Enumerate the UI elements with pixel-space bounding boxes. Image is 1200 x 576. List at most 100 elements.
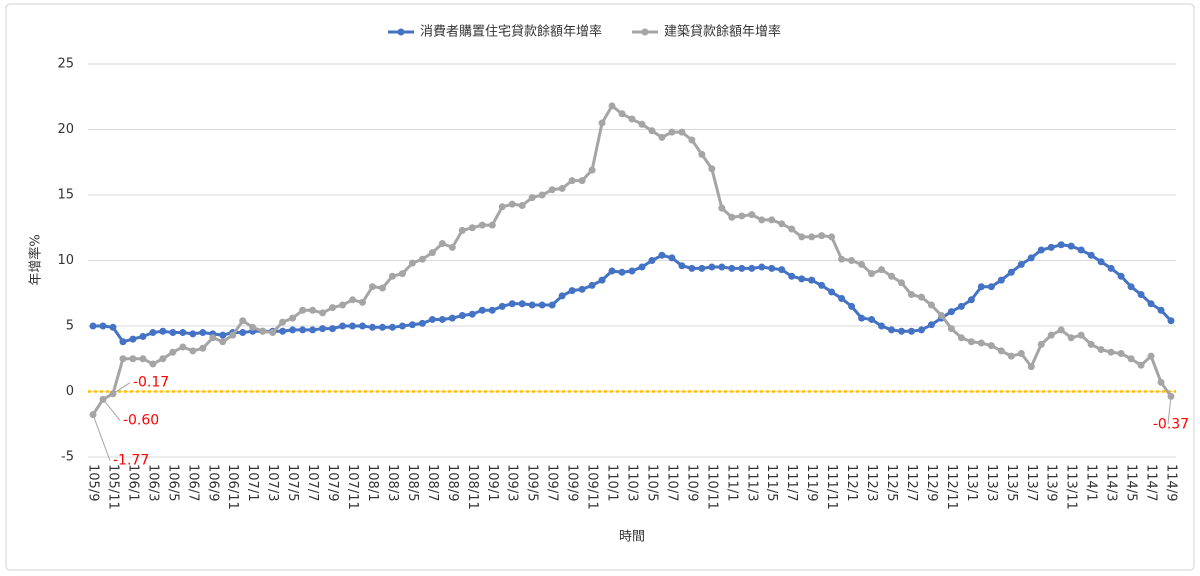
x-tick-label: 109/11 bbox=[585, 464, 600, 510]
data-point bbox=[378, 284, 386, 292]
data-point bbox=[688, 264, 696, 272]
x-tick-label: 108/9 bbox=[445, 464, 460, 501]
data-point bbox=[398, 270, 406, 278]
x-tick-label: 114/1 bbox=[1084, 464, 1099, 501]
x-tick-label: 109/9 bbox=[565, 464, 580, 501]
data-point bbox=[598, 276, 606, 284]
data-point bbox=[618, 110, 626, 118]
data-point bbox=[838, 255, 846, 263]
x-tick-label: 111/3 bbox=[744, 464, 759, 501]
x-tick-label: 112/11 bbox=[944, 464, 959, 510]
data-point bbox=[768, 216, 776, 224]
data-point bbox=[668, 254, 676, 262]
x-tick-label: 111/11 bbox=[824, 464, 839, 510]
data-point bbox=[418, 255, 426, 263]
data-point bbox=[1137, 291, 1145, 299]
data-point bbox=[388, 323, 396, 331]
data-point bbox=[628, 267, 636, 275]
label-leader bbox=[102, 399, 121, 421]
data-point bbox=[239, 329, 247, 337]
data-point bbox=[1137, 361, 1145, 369]
x-tick-label: 113/9 bbox=[1044, 464, 1059, 501]
data-point bbox=[1077, 331, 1085, 339]
data-point bbox=[139, 355, 147, 363]
data-point bbox=[1167, 317, 1175, 325]
data-point bbox=[1097, 346, 1105, 354]
data-point bbox=[947, 325, 955, 333]
data-point bbox=[878, 266, 886, 274]
data-point bbox=[508, 200, 516, 208]
x-tick-label: 110/9 bbox=[684, 464, 699, 501]
data-label: -0.37 bbox=[1153, 416, 1189, 432]
data-point bbox=[408, 259, 416, 267]
data-point bbox=[458, 312, 466, 320]
data-point bbox=[927, 301, 935, 309]
data-point bbox=[349, 322, 357, 330]
data-point bbox=[798, 233, 806, 241]
x-tick-label: 108/7 bbox=[425, 464, 440, 501]
data-point bbox=[718, 263, 726, 271]
data-point bbox=[628, 115, 636, 123]
data-point bbox=[558, 184, 566, 192]
x-tick-label: 106/1 bbox=[125, 464, 140, 501]
data-point bbox=[329, 304, 337, 312]
x-tick-label: 114/7 bbox=[1144, 464, 1159, 501]
x-tick-label: 110/7 bbox=[664, 464, 679, 501]
data-point bbox=[1087, 251, 1095, 259]
data-point bbox=[1027, 363, 1035, 371]
data-point bbox=[538, 191, 546, 199]
data-point bbox=[907, 327, 915, 335]
data-point bbox=[618, 268, 626, 276]
data-point bbox=[1097, 258, 1105, 266]
y-tick-label: 15 bbox=[57, 188, 74, 203]
data-point bbox=[608, 267, 616, 275]
data-point bbox=[858, 260, 866, 268]
data-point bbox=[528, 301, 536, 309]
x-tick-label: 107/9 bbox=[325, 464, 340, 501]
data-point bbox=[149, 360, 157, 368]
data-point bbox=[608, 102, 616, 110]
data-point bbox=[718, 204, 726, 212]
data-point bbox=[638, 263, 646, 271]
x-tick-label: 112/5 bbox=[884, 464, 899, 501]
x-tick-label: 111/9 bbox=[804, 464, 819, 501]
data-point bbox=[199, 344, 207, 352]
data-point bbox=[1047, 243, 1055, 251]
data-point bbox=[269, 329, 277, 337]
data-point bbox=[898, 279, 905, 287]
data-point bbox=[578, 285, 586, 293]
data-point bbox=[329, 325, 337, 333]
data-point bbox=[418, 319, 426, 327]
x-tick-label: 112/1 bbox=[844, 464, 859, 501]
data-point bbox=[997, 276, 1005, 284]
x-tick-label: 109/3 bbox=[505, 464, 520, 501]
data-point bbox=[1157, 306, 1165, 314]
data-point bbox=[189, 347, 197, 355]
data-point bbox=[987, 283, 995, 291]
x-tick-label: 107/3 bbox=[265, 464, 280, 501]
x-tick-label: 106/5 bbox=[165, 464, 180, 501]
data-point bbox=[898, 327, 905, 335]
data-point bbox=[658, 251, 666, 259]
data-point bbox=[488, 306, 496, 314]
x-tick-label: 105/9 bbox=[86, 464, 101, 501]
data-point bbox=[668, 128, 676, 136]
data-point bbox=[528, 194, 536, 202]
data-point bbox=[778, 220, 786, 228]
data-point bbox=[997, 347, 1005, 355]
data-point bbox=[708, 165, 716, 173]
x-tick-label: 113/5 bbox=[1004, 464, 1019, 501]
data-point bbox=[788, 272, 796, 280]
data-point bbox=[768, 264, 776, 272]
data-point bbox=[159, 355, 167, 363]
data-point bbox=[598, 119, 606, 127]
x-tick-label: 112/7 bbox=[904, 464, 919, 501]
x-tick-label: 114/3 bbox=[1104, 464, 1119, 501]
data-point bbox=[728, 213, 736, 221]
data-point bbox=[1047, 331, 1055, 339]
data-point bbox=[518, 201, 526, 209]
x-tick-label: 107/7 bbox=[305, 464, 320, 501]
data-point bbox=[808, 276, 816, 284]
label-leader bbox=[1167, 396, 1172, 425]
y-tick-label: 10 bbox=[57, 253, 74, 268]
